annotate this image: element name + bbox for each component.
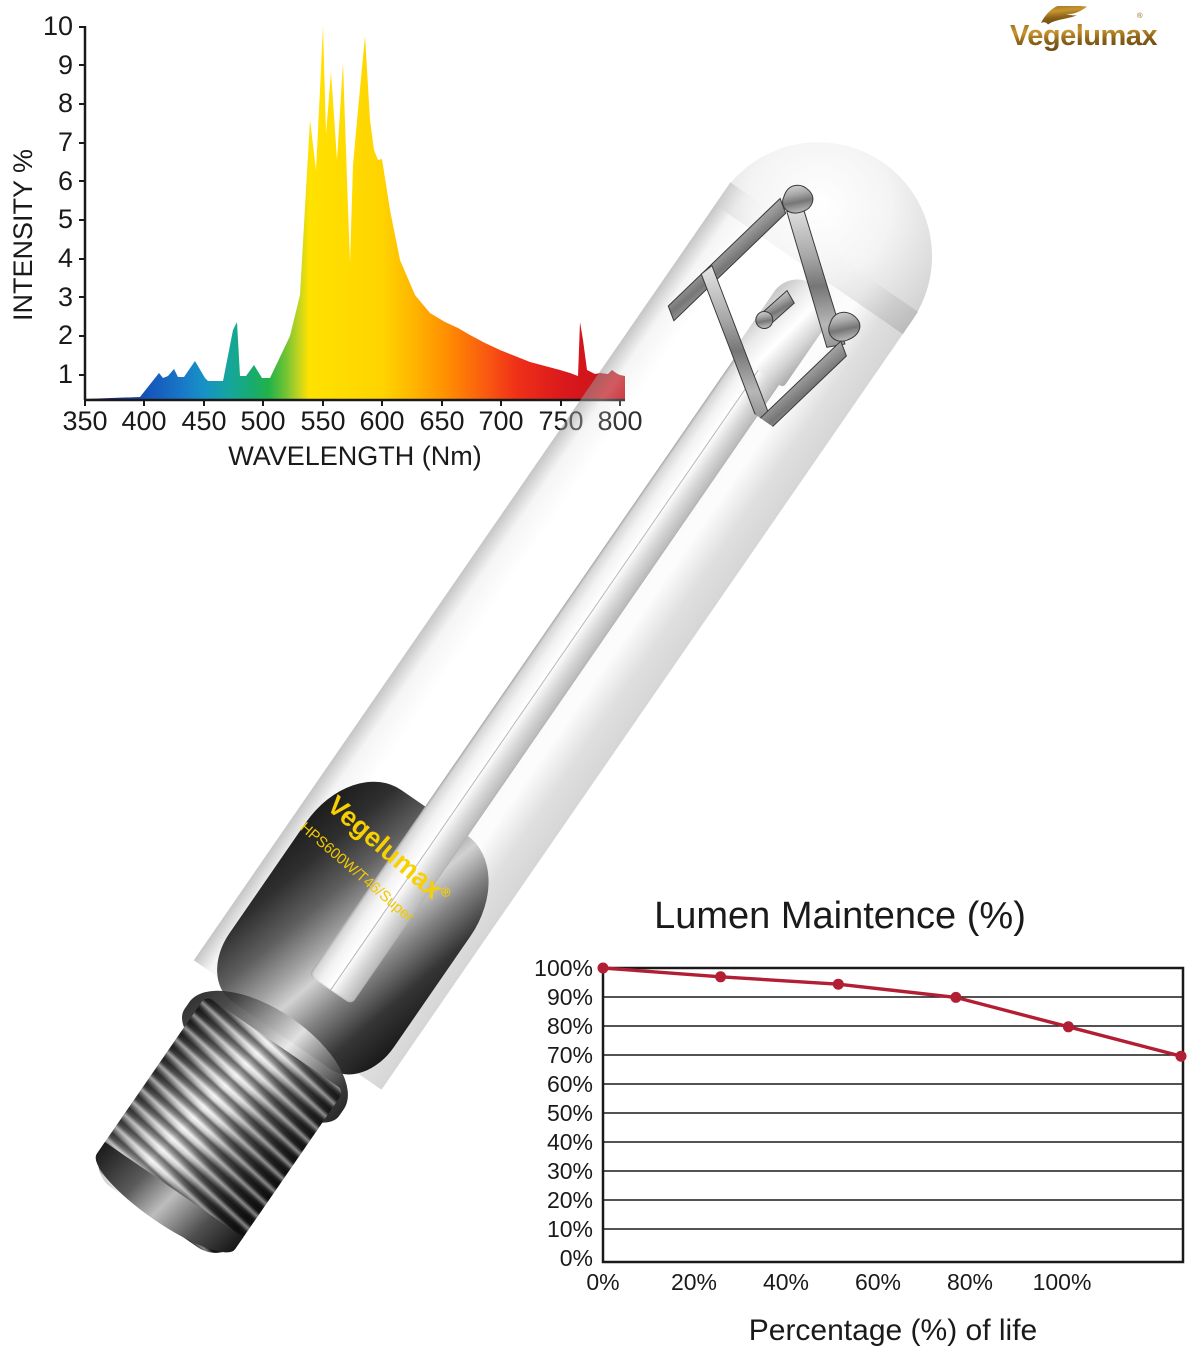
svg-text:10%: 10% bbox=[547, 1216, 593, 1242]
svg-text:40%: 40% bbox=[547, 1129, 593, 1155]
svg-text:60%: 60% bbox=[547, 1071, 593, 1097]
svg-text:90%: 90% bbox=[547, 984, 593, 1010]
svg-text:Percentage (%) of life: Percentage (%) of life bbox=[749, 1314, 1037, 1347]
svg-text:80%: 80% bbox=[947, 1269, 993, 1295]
svg-text:50%: 50% bbox=[547, 1100, 593, 1126]
svg-text:40%: 40% bbox=[763, 1269, 809, 1295]
svg-text:0%: 0% bbox=[560, 1245, 593, 1271]
svg-text:0%: 0% bbox=[586, 1269, 619, 1295]
svg-text:Lumen Maintence (%): Lumen Maintence (%) bbox=[654, 895, 1026, 937]
svg-text:100%: 100% bbox=[1033, 1269, 1092, 1295]
svg-text:80%: 80% bbox=[547, 1013, 593, 1039]
svg-text:100%: 100% bbox=[534, 955, 593, 981]
svg-text:20%: 20% bbox=[547, 1187, 593, 1213]
svg-text:30%: 30% bbox=[547, 1158, 593, 1184]
svg-text:70%: 70% bbox=[547, 1042, 593, 1068]
svg-text:60%: 60% bbox=[855, 1269, 901, 1295]
svg-text:20%: 20% bbox=[671, 1269, 717, 1295]
